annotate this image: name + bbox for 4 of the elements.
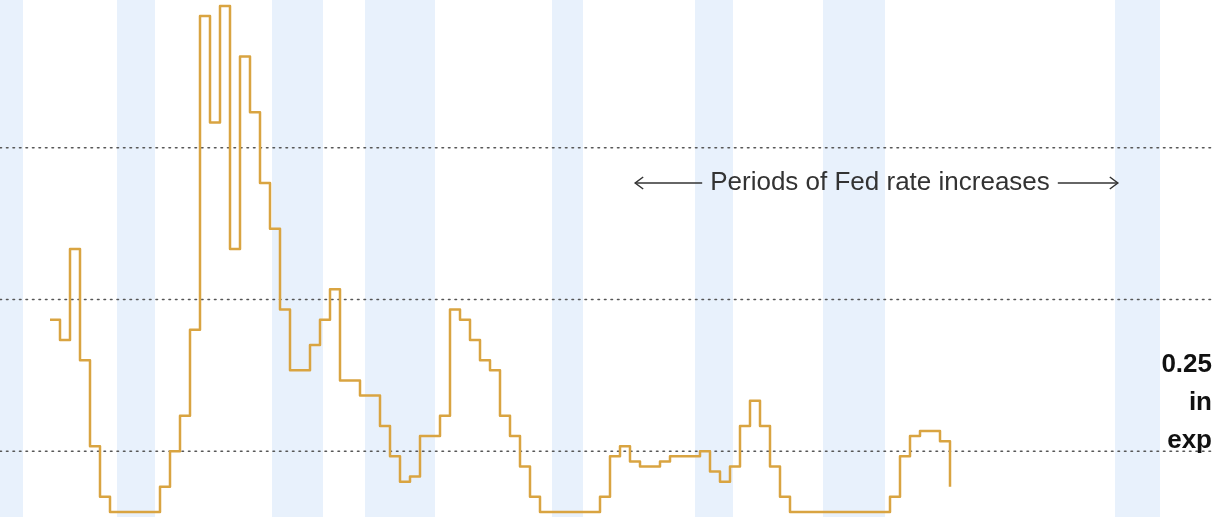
annotation: in (1188, 386, 1212, 416)
annotation: exp (1167, 424, 1212, 454)
annotation: 0.25 (1161, 348, 1212, 378)
annotation: Periods of Fed rate increases (710, 166, 1050, 196)
